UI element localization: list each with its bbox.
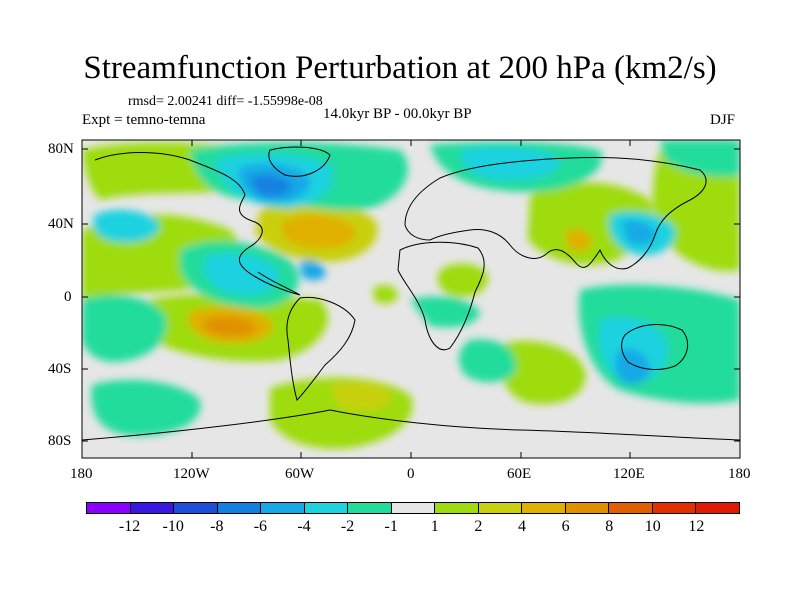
positive-field bbox=[437, 263, 489, 298]
colorbar-swatch bbox=[522, 503, 566, 513]
x-tick-label: 60E bbox=[507, 466, 532, 482]
positive-field bbox=[498, 341, 586, 405]
colorbar-swatch bbox=[391, 503, 436, 513]
colorbar-tick-label: 2 bbox=[474, 518, 483, 535]
colorbar-swatch bbox=[478, 503, 523, 513]
colorbar-tick-label: 6 bbox=[561, 518, 570, 535]
y-tick-label: 40N bbox=[48, 216, 74, 232]
colorbar-swatch bbox=[174, 503, 218, 513]
x-tick-label: 0 bbox=[407, 466, 415, 482]
negative-field bbox=[622, 220, 656, 245]
negative-field bbox=[458, 339, 516, 383]
positive-core bbox=[281, 214, 356, 249]
colorbar bbox=[86, 502, 740, 514]
colorbar-swatch bbox=[652, 503, 697, 513]
period-label: 14.0kyr BP - 00.0kyr BP bbox=[323, 106, 472, 122]
negative-field bbox=[91, 380, 201, 436]
y-tick-label: 40S bbox=[48, 361, 72, 377]
x-tick-label: 180 bbox=[70, 466, 93, 482]
negative-field bbox=[660, 140, 740, 177]
negative-field bbox=[615, 349, 650, 385]
negative-field bbox=[300, 260, 326, 281]
negative-field bbox=[93, 209, 160, 243]
colorbar-tick-label: 8 bbox=[605, 518, 614, 535]
colorbar-swatch bbox=[565, 503, 610, 513]
positive-core bbox=[565, 229, 592, 252]
colorbar-tick-label: -12 bbox=[118, 518, 141, 535]
colorbar-tick-label: 10 bbox=[644, 518, 661, 535]
colorbar-tick-label: -2 bbox=[340, 518, 355, 535]
colorbar-swatch bbox=[217, 503, 262, 513]
north-america-coast bbox=[94, 152, 301, 296]
colorbar-swatch bbox=[696, 503, 739, 513]
colorbar-swatch bbox=[609, 503, 653, 513]
africa-coast bbox=[397, 241, 485, 351]
colorbar-tick-label: 1 bbox=[430, 518, 439, 535]
south-america-coast bbox=[286, 296, 356, 401]
colorbar-tick-label: -1 bbox=[384, 518, 398, 535]
positive-core bbox=[204, 317, 256, 337]
experiment-label: Expt = temno-temna bbox=[82, 112, 206, 128]
colorbar-swatch bbox=[87, 503, 131, 513]
y-tick-label: 0 bbox=[64, 289, 72, 305]
colorbar-tick-label: -6 bbox=[253, 518, 268, 535]
australia-coast bbox=[621, 324, 689, 370]
negative-field bbox=[410, 296, 480, 328]
colorbar-tick-label: -10 bbox=[162, 518, 184, 535]
colorbar-swatch bbox=[261, 503, 305, 513]
contour-fields bbox=[82, 140, 740, 449]
season-label: DJF bbox=[710, 112, 736, 128]
negative-field bbox=[250, 175, 292, 197]
x-tick-label: 60W bbox=[285, 466, 315, 482]
axis-ticks bbox=[81, 140, 741, 458]
x-tick-label: 180 bbox=[728, 466, 751, 482]
colorbar-tick-label: 4 bbox=[518, 518, 526, 535]
negative-field bbox=[203, 253, 279, 295]
antarctica-coast bbox=[82, 409, 740, 441]
greenland-coast bbox=[268, 146, 331, 177]
y-tick-label: 80S bbox=[48, 433, 72, 449]
coastlines bbox=[82, 146, 740, 441]
colorbar-tick-label: 12 bbox=[688, 518, 705, 535]
y-tick-label: 80N bbox=[48, 141, 74, 157]
map-title: Streamfunction Perturbation at 200 hPa (… bbox=[83, 50, 717, 86]
colorbar-swatch bbox=[348, 503, 392, 513]
colorbar-swatch bbox=[304, 503, 349, 513]
colorbar-swatch bbox=[435, 503, 479, 513]
x-tick-label: 120W bbox=[173, 466, 210, 482]
eurasia-coast bbox=[404, 157, 707, 270]
positive-field bbox=[373, 285, 398, 304]
x-tick-label: 120E bbox=[613, 466, 645, 482]
colorbar-tick-label: -8 bbox=[210, 518, 224, 535]
colorbar-swatch bbox=[130, 503, 175, 513]
positive-core bbox=[330, 381, 392, 411]
negative-field bbox=[82, 295, 167, 362]
rmsd-diff-stats: rmsd= 2.00241 diff= -1.55998e-08 bbox=[128, 94, 323, 109]
negative-field bbox=[460, 147, 560, 181]
colorbar-tick-label: -4 bbox=[297, 518, 311, 535]
